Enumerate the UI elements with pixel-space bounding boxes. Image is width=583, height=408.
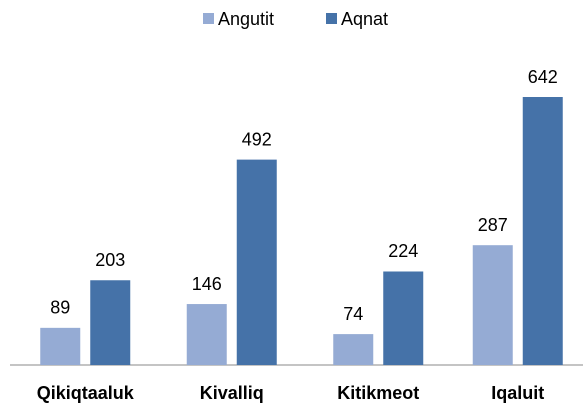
x-tick-label: Iqaluit [491, 383, 544, 403]
data-label: 203 [95, 250, 125, 270]
bar [472, 245, 513, 365]
bar [383, 271, 424, 365]
data-label: 146 [192, 274, 222, 294]
data-label: 492 [242, 129, 272, 149]
bar [236, 159, 277, 365]
data-label: 642 [528, 67, 558, 87]
data-label: 287 [478, 215, 508, 235]
legend-swatch [326, 13, 337, 24]
bar [40, 327, 81, 365]
x-tick-label: Qikiqtaaluk [37, 383, 135, 403]
x-tick-label: Kivalliq [200, 383, 264, 403]
legend-label: Aqnat [341, 9, 388, 29]
bar [522, 97, 563, 365]
bar [90, 280, 131, 365]
x-tick-label: Kitikmeot [337, 383, 419, 403]
legend-label: Angutit [218, 9, 274, 29]
bar [333, 334, 374, 365]
bar [186, 304, 227, 365]
legend-swatch [203, 13, 214, 24]
data-label: 74 [343, 304, 363, 324]
data-label: 89 [50, 298, 70, 318]
data-label: 224 [388, 241, 418, 261]
